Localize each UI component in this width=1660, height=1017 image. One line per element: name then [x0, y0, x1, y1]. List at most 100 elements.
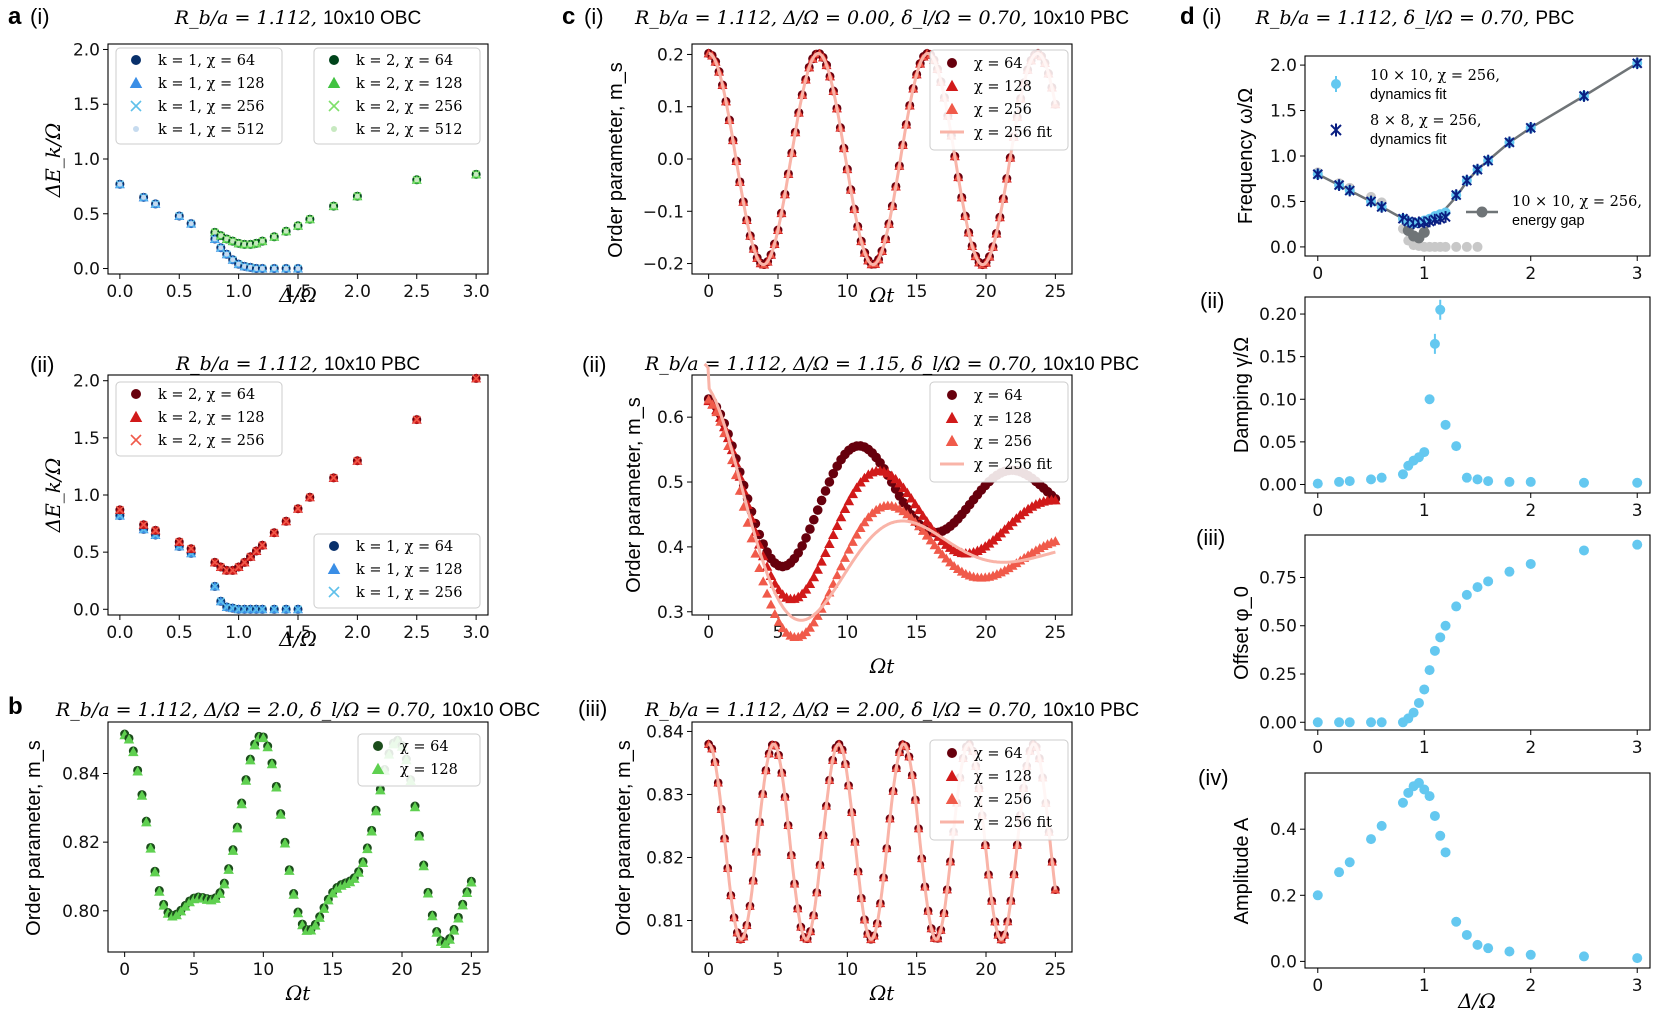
a_i-k2-chi512-point [354, 193, 360, 199]
c_ii-chi64-point [809, 514, 819, 525]
panel-sublabel-a-i: (i) [30, 4, 50, 29]
d_ii-point [1451, 441, 1462, 452]
a_ii-legend-k1-entry-label: k = 1, χ = 256 [356, 585, 462, 601]
b-chi128-point [175, 905, 187, 916]
d_i-xtick-label: 3 [1632, 264, 1643, 284]
a_ii-k2-chi256-point [293, 504, 303, 513]
d_i-legend-a-line2: dynamics fit [1370, 87, 1447, 103]
d_iii-point [1344, 717, 1355, 728]
d_i-legend-c-line2: energy gap [1512, 213, 1585, 229]
c_iii-legend-entry-label: χ = 64 [974, 746, 1023, 762]
d_iv-ytick-label: 0.4 [1270, 820, 1297, 840]
d_ii-point [1397, 469, 1408, 480]
c_i-xlabel: Ωt [869, 283, 896, 307]
b-chi128-point [448, 925, 460, 935]
b-legend-entry-label: χ = 128 [400, 762, 458, 778]
c_i-ytick-label: 0.2 [657, 45, 684, 65]
c_ii-chi256-point [1030, 545, 1041, 555]
a_i-legend-k1-entry-label: k = 1, χ = 512 [158, 122, 264, 138]
a_i-k1-chi512-point [188, 221, 194, 227]
a_ii-title: R_b/a = 1.112, 10x10 PBC [175, 353, 420, 375]
b-xtick-label: 5 [189, 960, 200, 980]
panel-sublabel-a-ii: (ii) [30, 352, 54, 377]
c_ii-fit-line [703, 362, 1056, 622]
b-chi128-point [275, 809, 286, 819]
d_iii-ytick-label: 0.50 [1259, 617, 1297, 637]
d_ii-point [1429, 338, 1440, 349]
panel-sublabel-d-iii: (iii) [1196, 525, 1225, 550]
d_i-gap-light-point [1451, 241, 1462, 252]
c_iii-xtick-label: 20 [975, 960, 997, 980]
d_iii-point [1419, 684, 1430, 695]
b-chi128-point [331, 883, 343, 893]
d_iii-ylabel: Offset φ_0 [1231, 586, 1253, 680]
c_ii-chi64-point [820, 486, 831, 496]
d_iv-ylabel: Amplitude A [1231, 817, 1253, 924]
d_iii-point [1461, 589, 1472, 600]
d_iii-point [1334, 717, 1345, 728]
b-chi128-point [323, 894, 334, 905]
c_iii-xlabel: Ωt [869, 981, 896, 1005]
c_ii-chi256-point [929, 540, 940, 550]
d_ii-ytick-label: 0.20 [1259, 305, 1297, 325]
a_ii-ytick-label: 2.0 [73, 372, 100, 392]
a_ii-k2-chi256-point [412, 415, 421, 424]
c_ii-ytick-label: 0.3 [657, 603, 684, 623]
d_i-freq8-point [1472, 163, 1483, 176]
c_i-legend-entry-swatch [947, 58, 957, 68]
d_i-gap-dark-point [1418, 226, 1430, 238]
a_i-xtick-label: 3.0 [463, 282, 490, 302]
c_ii-chi256-point [1003, 563, 1014, 573]
c_ii-xtick-label: 15 [906, 623, 928, 643]
a_i-k1-chi512-point [117, 181, 123, 187]
d_iv-point [1472, 939, 1483, 950]
a_i-k2-chi512-point [242, 241, 248, 247]
d_iv-point [1397, 797, 1408, 808]
a_i-xtick-label: 2.5 [403, 282, 430, 302]
d_ii-ytick-label: 0.15 [1259, 348, 1297, 368]
d_i-gap-light-point [1472, 241, 1483, 252]
d_i-legend-b-line1: 8 × 8, χ = 256, [1370, 113, 1481, 129]
c_i-legend-entry-label: χ = 128 [974, 79, 1032, 95]
d_i-freq8-point [1344, 184, 1355, 197]
b-chi128-point [284, 865, 295, 875]
c_ii-xtick-label: 25 [1045, 623, 1067, 643]
c_i-fit-line [708, 51, 1057, 267]
b-chi128-point [457, 899, 468, 910]
c_ii-chi128-point [909, 498, 921, 509]
d_ii-point [1525, 476, 1536, 487]
a_i-k2-chi512-point [230, 238, 236, 244]
d_ii-point [1424, 394, 1435, 405]
d_iii-point [1483, 576, 1494, 587]
b-chi128-point [149, 866, 161, 877]
c_iii-legend-entry-swatch [945, 769, 959, 781]
c_ii-chi256-point [859, 517, 870, 527]
d_iv-point [1376, 820, 1387, 831]
d_iii-point [1451, 601, 1462, 612]
a_i-legend-k1-entry-swatch [133, 126, 139, 132]
d_iv-point [1440, 847, 1451, 858]
a_i-xtick-label: 1.5 [284, 282, 311, 302]
d_i-xtick-label: 0 [1312, 264, 1323, 284]
d_ii-point [1344, 476, 1355, 487]
c_ii-chi256-point [921, 530, 932, 540]
d_iii-point [1435, 632, 1446, 643]
c_ii-xtick-label: 20 [975, 623, 997, 643]
c_ii-ytick-label: 0.6 [657, 408, 684, 428]
c_ii-chi256-point [742, 517, 753, 527]
d_iii-point [1632, 539, 1643, 550]
a_ii-xtick-label: 0.0 [106, 623, 133, 643]
panel-sublabel-c-iii: (iii) [578, 696, 607, 721]
d_iv-point [1483, 943, 1494, 954]
c_iii-xtick-label: 5 [773, 960, 784, 980]
d_ii-ytick-label: 0.00 [1259, 475, 1297, 495]
a_ii-ytick-label: 0.5 [73, 543, 100, 563]
d_i-freq8-point [1504, 136, 1515, 149]
c_ii-ytick-label: 0.5 [657, 473, 684, 493]
a_i-ylabel: ΔE_k/Ω [41, 123, 65, 198]
a_ii-xtick-label: 2.0 [344, 623, 371, 643]
panel-sublabel-c-i: (i) [584, 4, 604, 29]
c_ii-chi128-point [913, 504, 925, 515]
b-chi128-point [184, 896, 195, 907]
b-title: R_b/a = 1.112, Δ/Ω = 2.0, δ_l/Ω = 0.70, … [55, 699, 540, 721]
